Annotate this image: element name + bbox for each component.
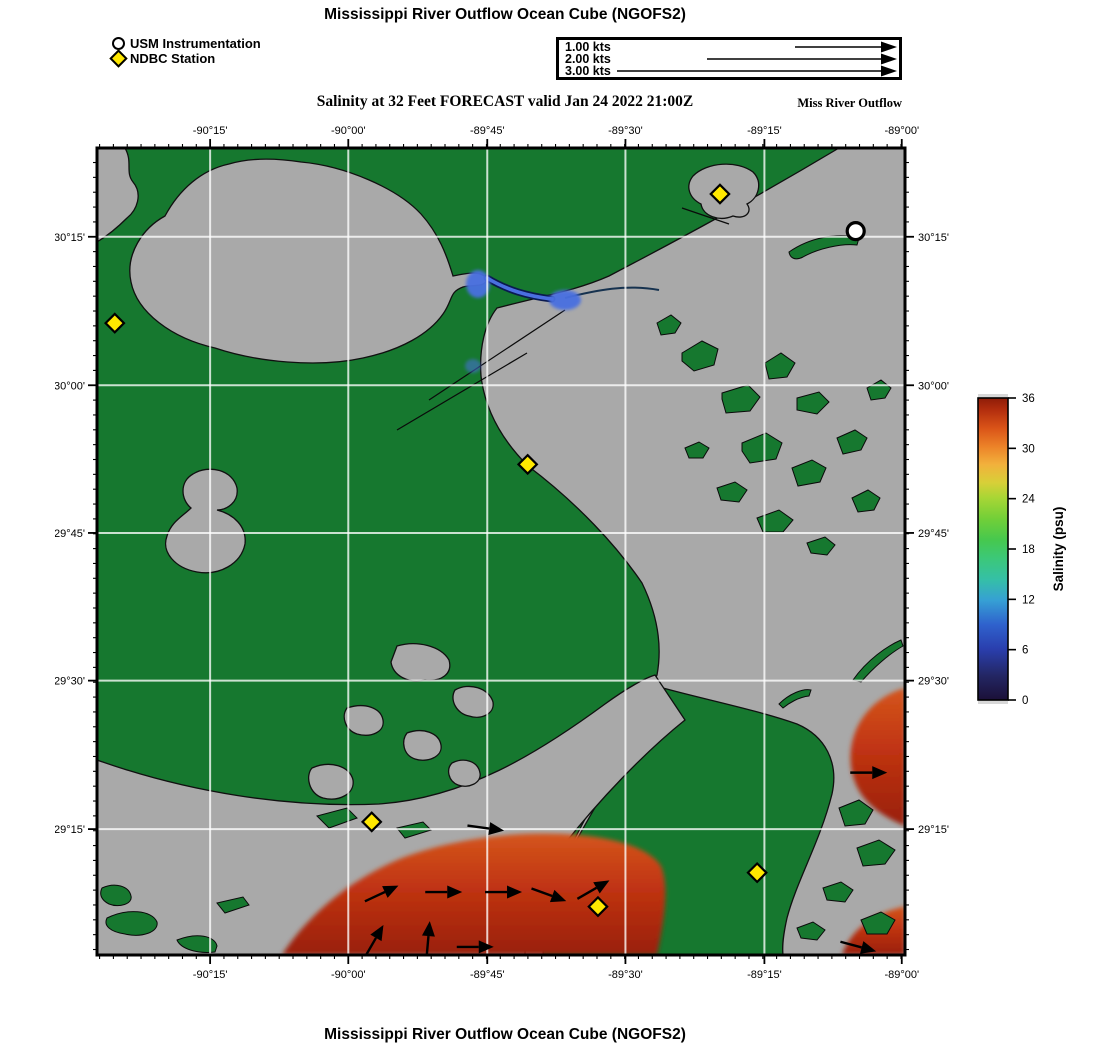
scale-arrow-3kt — [617, 65, 897, 77]
axis-ticks-layer — [88, 139, 914, 964]
svg-text:30: 30 — [1022, 443, 1035, 455]
current-vector — [850, 766, 888, 780]
svg-text:0: 0 — [1022, 695, 1028, 707]
low-salinity-plume-layer — [465, 270, 581, 373]
svg-text:-89°00': -89°00' — [884, 125, 919, 137]
svg-text:6: 6 — [1022, 645, 1028, 657]
ndbc-station-marker — [360, 811, 383, 833]
current-vector — [467, 822, 505, 836]
legend-label-ndbc: NDBC Station — [130, 51, 216, 66]
map-plot: -90°15' -90°15' -90°00' -90°00' -89°45' -89°4… — [55, 125, 949, 981]
scale-label-1kt: 1.00 kts — [565, 40, 611, 54]
current-vector — [840, 940, 877, 954]
scale-label-3kt: 3.00 kts — [565, 64, 611, 78]
ndbc-station-marker — [587, 895, 609, 918]
colorbar: 36 30 24 18 12 6 0 Salinity (psu) — [977, 393, 1066, 707]
svg-text:-90°00': -90°00' — [331, 969, 366, 981]
svg-text:-89°15': -89°15' — [747, 969, 782, 981]
svg-text:18: 18 — [1022, 544, 1035, 556]
current-vector — [456, 940, 494, 954]
ndbc-station-marker — [709, 183, 731, 205]
outflow-label: Miss River Outflow — [797, 96, 902, 110]
marsh-islands-layer — [100, 235, 904, 953]
current-scale-box: 1.00 kts 2.00 kts 3.00 kts — [556, 37, 902, 80]
axis-labels-layer: -90°15' -90°15' -90°00' -90°00' -89°45' -89°4… — [55, 125, 949, 981]
scale-arrows — [617, 41, 897, 77]
scale-arrow-1kt — [795, 41, 897, 53]
current-vector — [531, 887, 567, 903]
svg-text:-89°30': -89°30' — [608, 969, 643, 981]
legend-item-ndbc: NDBC Station — [109, 49, 261, 68]
svg-text:30°00': 30°00' — [918, 380, 949, 392]
map-area — [95, 146, 907, 957]
svg-text:-89°00': -89°00' — [884, 969, 919, 981]
svg-text:29°45': 29°45' — [55, 528, 85, 540]
svg-text:24: 24 — [1022, 494, 1035, 506]
ndbc-station-marker — [746, 861, 768, 884]
plume-blob — [465, 359, 481, 373]
colorbar-gradient — [977, 397, 1009, 701]
ndbc-station-marker — [516, 453, 539, 476]
gray-islets-layer — [97, 148, 760, 800]
graticule-layer — [97, 148, 905, 955]
plume-blob — [549, 290, 581, 310]
marker-legend: USM Instrumentation NDBC Station — [109, 36, 261, 68]
svg-text:-89°45': -89°45' — [470, 969, 505, 981]
usm-station-marker — [845, 221, 866, 242]
colorbar-ticks: 36 30 24 18 12 6 0 — [1008, 393, 1035, 707]
svg-text:-90°15': -90°15' — [193, 969, 228, 981]
figure-title-bottom: Mississippi River Outflow Ocean Cube (NG… — [324, 1026, 686, 1043]
svg-text:30°15': 30°15' — [55, 232, 85, 244]
svg-text:-90°00': -90°00' — [331, 125, 366, 137]
svg-text:-89°15': -89°15' — [747, 125, 782, 137]
current-vector — [576, 880, 610, 900]
svg-text:29°30': 29°30' — [55, 676, 85, 688]
svg-text:29°15': 29°15' — [918, 824, 949, 836]
station-markers-layer — [104, 183, 866, 918]
svg-text:29°15': 29°15' — [55, 824, 85, 836]
current-vector — [425, 885, 463, 899]
svg-text:30°00': 30°00' — [55, 380, 85, 392]
svg-text:-89°30': -89°30' — [608, 125, 643, 137]
current-vector — [485, 885, 523, 899]
svg-text:-89°45': -89°45' — [470, 125, 505, 137]
plume-blob — [466, 270, 490, 298]
ndbc-station-marker — [104, 312, 126, 334]
svg-text:29°30': 29°30' — [918, 676, 949, 688]
legend-item-usm: USM Instrumentation — [112, 36, 261, 51]
colorbar-title: Salinity (psu) — [1051, 507, 1066, 592]
figure-title-top: Mississippi River Outflow Ocean Cube (NG… — [324, 6, 686, 23]
forecast-subtitle: Salinity at 32 Feet FORECAST valid Jan 2… — [316, 93, 694, 110]
scale-arrow-2kt — [707, 53, 897, 65]
svg-text:30°15': 30°15' — [918, 232, 949, 244]
usm-circle-icon — [112, 37, 125, 50]
ndbc-diamond-icon — [109, 49, 128, 68]
current-vectors-layer — [363, 766, 888, 955]
legend-label-usm: USM Instrumentation — [130, 36, 261, 51]
current-vector — [364, 885, 399, 903]
svg-text:12: 12 — [1022, 594, 1035, 606]
map-border — [95, 146, 907, 957]
svg-text:29°45': 29°45' — [918, 528, 949, 540]
scale-label-2kt: 2.00 kts — [565, 52, 611, 66]
svg-text:-90°15': -90°15' — [193, 125, 228, 137]
svg-text:36: 36 — [1022, 393, 1035, 405]
